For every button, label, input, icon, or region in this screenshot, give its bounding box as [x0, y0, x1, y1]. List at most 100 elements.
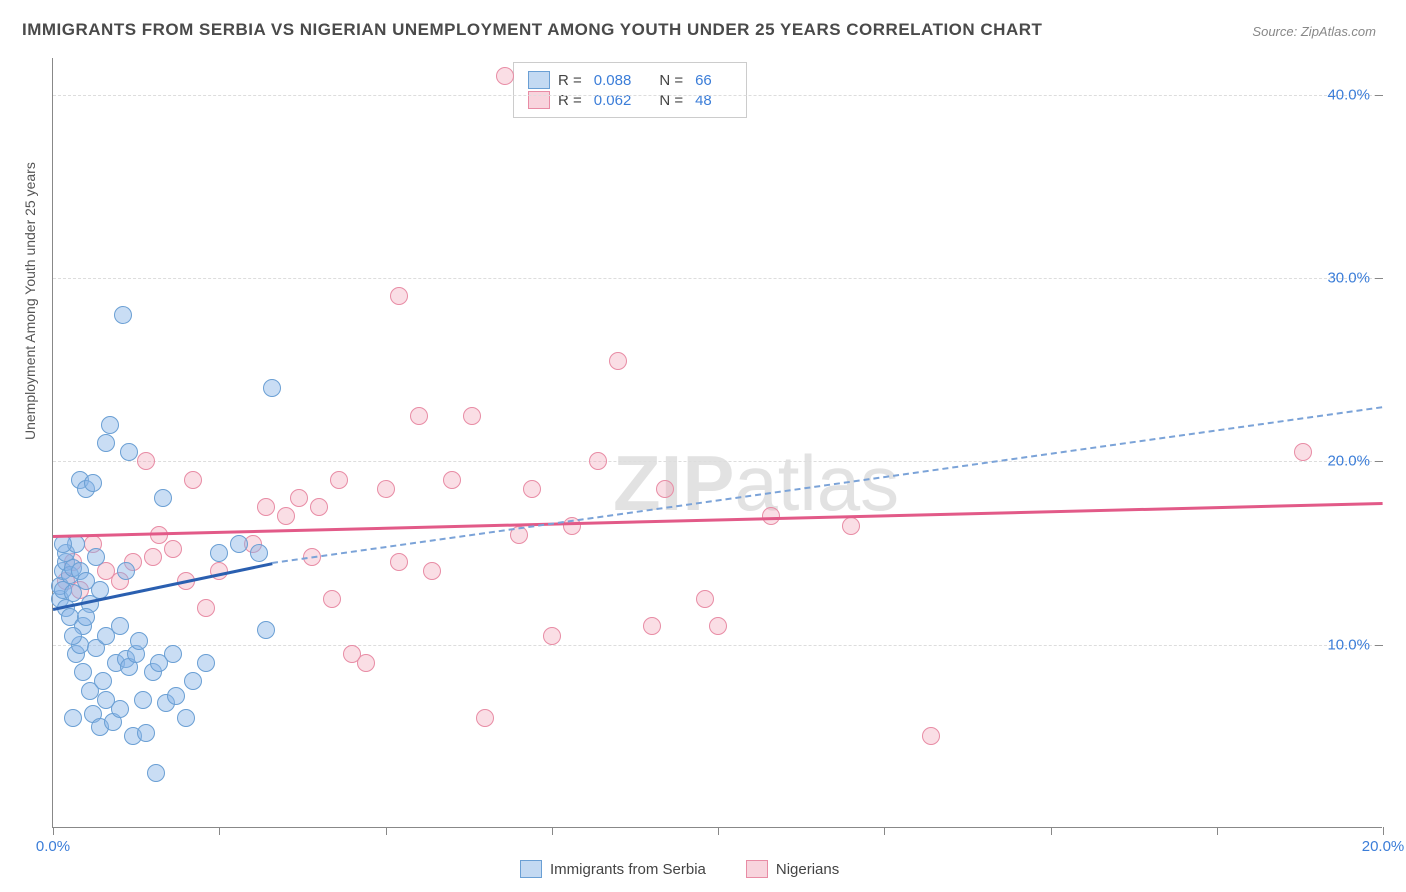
- serbia-r-value: 0.088: [594, 72, 632, 89]
- data-point-nigerians: [290, 489, 308, 507]
- data-point-nigerians: [164, 540, 182, 558]
- data-point-nigerians: [643, 617, 661, 635]
- trend-line-nigerians: [53, 502, 1383, 537]
- grid-line: [53, 278, 1382, 279]
- data-point-serbia: [177, 709, 195, 727]
- series-legend: Immigrants from Serbia Nigerians: [520, 860, 839, 878]
- serbia-n-value: 66: [695, 72, 712, 89]
- data-point-serbia: [94, 672, 112, 690]
- data-point-serbia: [111, 617, 129, 635]
- grid-line: [53, 95, 1382, 96]
- data-point-serbia: [164, 645, 182, 663]
- data-point-nigerians: [609, 352, 627, 370]
- data-point-nigerians: [144, 548, 162, 566]
- data-point-serbia: [257, 621, 275, 639]
- data-point-serbia: [137, 724, 155, 742]
- data-point-nigerians: [1294, 443, 1312, 461]
- data-point-nigerians: [496, 67, 514, 85]
- data-point-serbia: [117, 562, 135, 580]
- source-label: Source:: [1252, 24, 1297, 39]
- data-point-nigerians: [523, 480, 541, 498]
- data-point-serbia: [114, 306, 132, 324]
- data-point-serbia: [263, 379, 281, 397]
- data-point-nigerians: [377, 480, 395, 498]
- data-point-serbia: [54, 535, 72, 553]
- trend-line-serbia-extrapolated: [272, 406, 1383, 564]
- data-point-serbia: [64, 627, 82, 645]
- y-tick-label: 40.0%: [1327, 86, 1370, 103]
- data-point-nigerians: [709, 617, 727, 635]
- x-tick-mark: [884, 827, 885, 835]
- data-point-serbia: [84, 474, 102, 492]
- correlation-legend: R = 0.088 N = 66 R = 0.062 N = 48: [513, 62, 747, 118]
- x-tick-mark: [53, 827, 54, 835]
- data-point-nigerians: [310, 498, 328, 516]
- data-point-serbia: [64, 709, 82, 727]
- data-point-nigerians: [330, 471, 348, 489]
- r-label: R =: [558, 72, 582, 89]
- data-point-nigerians: [842, 517, 860, 535]
- y-axis-label: Unemployment Among Youth under 25 years: [22, 162, 38, 440]
- swatch-blue-icon: [520, 860, 542, 878]
- data-point-nigerians: [589, 452, 607, 470]
- x-tick-label: 20.0%: [1362, 838, 1405, 855]
- data-point-nigerians: [463, 407, 481, 425]
- data-point-serbia: [154, 489, 172, 507]
- y-tick-mark: [1375, 278, 1383, 279]
- data-point-serbia: [97, 434, 115, 452]
- data-point-nigerians: [357, 654, 375, 672]
- data-point-serbia: [134, 691, 152, 709]
- data-point-nigerians: [390, 553, 408, 571]
- data-point-serbia: [130, 632, 148, 650]
- scatter-plot: ZIPatlas R = 0.088 N = 66 R = 0.062 N = …: [52, 58, 1382, 828]
- data-point-nigerians: [423, 562, 441, 580]
- data-point-serbia: [97, 691, 115, 709]
- legend-label-serbia: Immigrants from Serbia: [550, 861, 706, 878]
- legend-item-serbia: Immigrants from Serbia: [520, 860, 706, 878]
- y-tick-mark: [1375, 461, 1383, 462]
- source-value: ZipAtlas.com: [1301, 24, 1376, 39]
- data-point-serbia: [250, 544, 268, 562]
- data-point-serbia: [184, 672, 202, 690]
- x-tick-mark: [552, 827, 553, 835]
- data-point-serbia: [210, 544, 228, 562]
- data-point-nigerians: [257, 498, 275, 516]
- data-point-serbia: [101, 416, 119, 434]
- data-point-serbia: [167, 687, 185, 705]
- data-point-serbia: [230, 535, 248, 553]
- y-tick-mark: [1375, 645, 1383, 646]
- legend-label-nigerians: Nigerians: [776, 861, 839, 878]
- data-point-serbia: [197, 654, 215, 672]
- grid-line: [53, 645, 1382, 646]
- chart-title: IMMIGRANTS FROM SERBIA VS NIGERIAN UNEMP…: [22, 20, 1042, 40]
- data-point-nigerians: [197, 599, 215, 617]
- data-point-nigerians: [277, 507, 295, 525]
- data-point-nigerians: [410, 407, 428, 425]
- watermark-bold: ZIP: [613, 439, 734, 527]
- data-point-serbia: [147, 764, 165, 782]
- y-tick-mark: [1375, 95, 1383, 96]
- x-tick-mark: [1051, 827, 1052, 835]
- data-point-serbia: [87, 548, 105, 566]
- y-tick-label: 10.0%: [1327, 636, 1370, 653]
- x-tick-mark: [1217, 827, 1218, 835]
- data-point-nigerians: [137, 452, 155, 470]
- data-point-nigerians: [543, 627, 561, 645]
- x-tick-mark: [1383, 827, 1384, 835]
- data-point-serbia: [77, 608, 95, 626]
- n-label: N =: [659, 72, 683, 89]
- data-point-nigerians: [922, 727, 940, 745]
- x-tick-mark: [386, 827, 387, 835]
- x-tick-mark: [718, 827, 719, 835]
- legend-item-nigerians: Nigerians: [746, 860, 839, 878]
- swatch-blue-icon: [528, 71, 550, 89]
- source-attribution: Source: ZipAtlas.com: [1252, 24, 1376, 39]
- data-point-nigerians: [656, 480, 674, 498]
- data-point-serbia: [120, 443, 138, 461]
- data-point-nigerians: [323, 590, 341, 608]
- y-tick-label: 20.0%: [1327, 453, 1370, 470]
- legend-row-serbia: R = 0.088 N = 66: [528, 71, 732, 89]
- data-point-nigerians: [476, 709, 494, 727]
- x-tick-mark: [219, 827, 220, 835]
- data-point-nigerians: [696, 590, 714, 608]
